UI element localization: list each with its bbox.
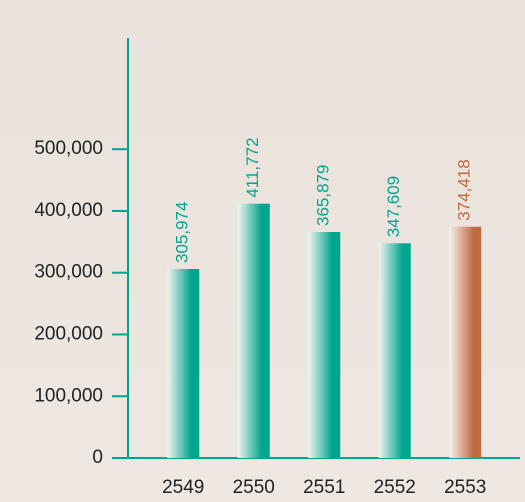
y-tick-label: 100,000	[34, 385, 103, 406]
y-tick-label: 0	[92, 447, 103, 468]
value-label: 347,609	[384, 176, 403, 237]
x-tick-label: 2553	[444, 477, 486, 498]
x-tick-label: 2551	[303, 477, 345, 498]
y-tick-label: 200,000	[34, 323, 103, 344]
y-tick-label: 500,000	[34, 138, 103, 159]
x-tick-label: 2549	[162, 477, 204, 498]
bar	[167, 269, 200, 458]
bar	[449, 226, 482, 458]
bar	[237, 203, 270, 458]
value-label: 305,974	[173, 202, 192, 263]
bar	[378, 243, 411, 458]
value-label: 374,418	[455, 159, 474, 220]
bar	[308, 232, 341, 458]
x-tick-label: 2552	[374, 477, 416, 498]
x-tick-label: 2550	[233, 477, 275, 498]
y-tick-label: 300,000	[34, 262, 103, 283]
value-label: 411,772	[243, 137, 262, 197]
value-label: 365,879	[314, 165, 333, 226]
y-tick-label: 400,000	[34, 200, 103, 221]
